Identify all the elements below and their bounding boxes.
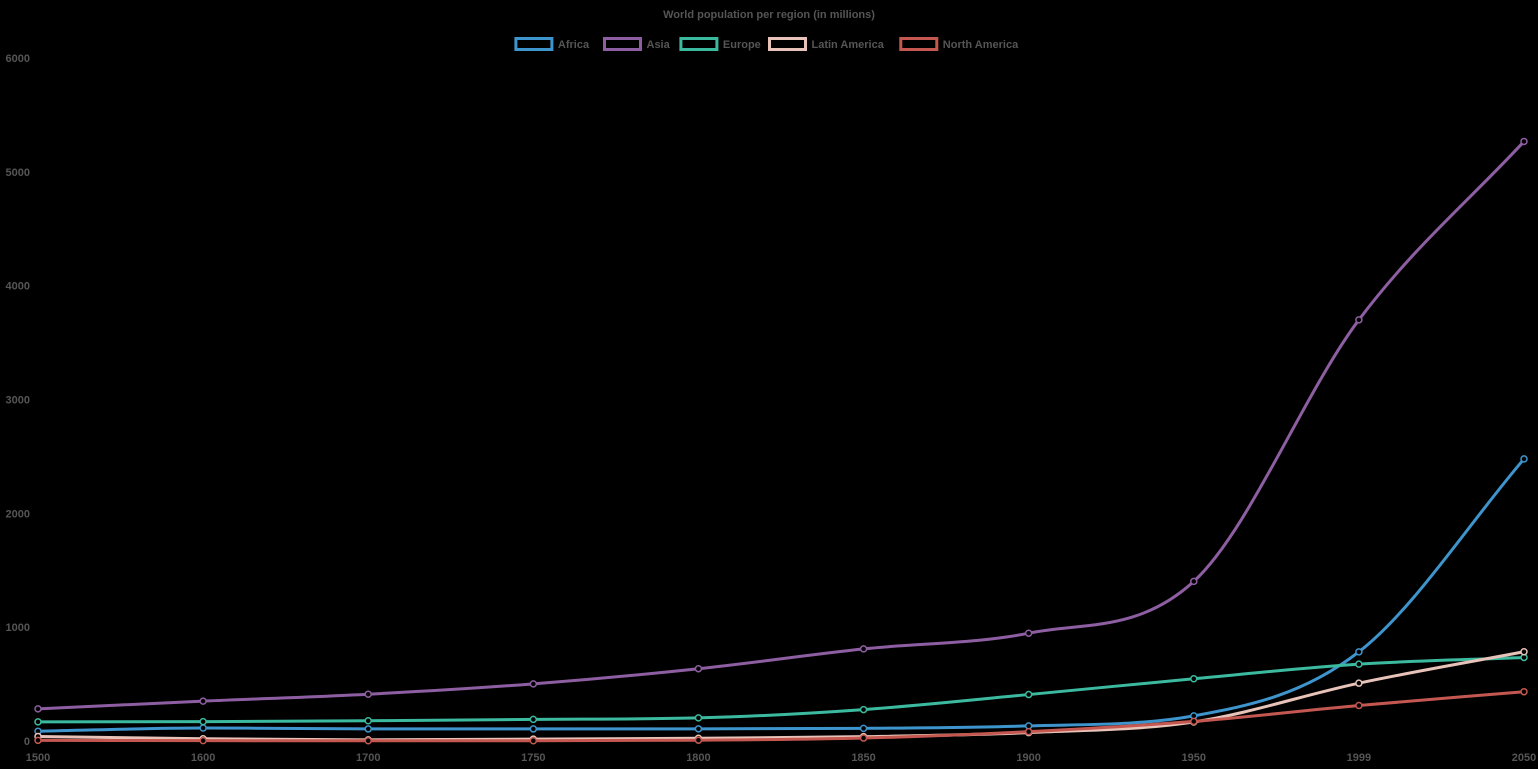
legend-item-north-america[interactable]: North America <box>899 37 1019 52</box>
y-tick-label: 6000 <box>6 53 30 65</box>
data-point-africa[interactable] <box>694 725 703 733</box>
data-point-africa[interactable] <box>364 725 372 733</box>
series-africa <box>34 455 1528 735</box>
x-tick-label: 1800 <box>686 752 710 764</box>
data-point-europe[interactable] <box>859 705 868 714</box>
x-tick-label: 2050 <box>1512 752 1536 764</box>
legend-item-europe[interactable]: Europe <box>679 37 761 52</box>
data-point-asia[interactable] <box>1355 316 1363 324</box>
legend-label-africa: Africa <box>558 39 590 51</box>
series-europe <box>34 653 1528 726</box>
x-tick-label: 1700 <box>356 752 380 764</box>
data-point-asia[interactable] <box>34 705 42 713</box>
legend-swatch-latin-america <box>768 37 807 51</box>
data-point-asia[interactable] <box>1520 137 1528 146</box>
y-tick-label: 2000 <box>6 508 30 520</box>
series-asia <box>34 137 1528 713</box>
data-point-africa[interactable] <box>199 724 207 732</box>
data-point-north-america[interactable] <box>529 737 538 745</box>
data-point-north-america[interactable] <box>1520 687 1528 696</box>
data-point-latin-america[interactable] <box>1355 679 1363 687</box>
data-point-latin-america[interactable] <box>1520 648 1528 656</box>
data-point-north-america[interactable] <box>199 736 207 745</box>
legend-label-north-america: North America <box>943 39 1019 51</box>
x-tick-label: 1900 <box>1016 752 1040 764</box>
data-point-africa[interactable] <box>1355 648 1363 656</box>
data-point-asia[interactable] <box>694 664 703 673</box>
data-point-north-america[interactable] <box>364 737 372 745</box>
data-point-europe[interactable] <box>1024 690 1033 699</box>
data-point-africa[interactable] <box>1520 455 1528 463</box>
x-tick-label: 1999 <box>1347 752 1371 764</box>
data-point-europe[interactable] <box>364 716 372 725</box>
data-point-europe[interactable] <box>529 715 538 724</box>
legend-label-latin-america: Latin America <box>812 39 885 51</box>
series-north-america <box>34 687 1528 745</box>
x-tick-label: 1600 <box>191 752 215 764</box>
legend-swatch-africa <box>514 37 554 51</box>
data-point-north-america[interactable] <box>1355 701 1363 710</box>
data-point-asia[interactable] <box>1024 629 1033 637</box>
series-line-africa <box>36 457 1526 733</box>
y-tick-label: 1000 <box>6 622 30 634</box>
series-line-asia <box>36 139 1526 711</box>
y-tick-label: 3000 <box>6 395 30 407</box>
data-point-europe[interactable] <box>34 718 42 726</box>
x-tick-label: 1500 <box>26 752 50 764</box>
data-point-asia[interactable] <box>1190 577 1198 586</box>
legend-item-africa[interactable]: Africa <box>514 37 590 52</box>
legend-label-asia: Asia <box>647 39 671 51</box>
series-line-europe <box>36 655 1526 724</box>
x-tick-label: 1850 <box>851 752 875 764</box>
y-tick-label: 4000 <box>6 281 30 293</box>
data-point-north-america[interactable] <box>859 734 868 742</box>
data-point-africa[interactable] <box>529 725 538 733</box>
legend: Africa Asia Europe Latin America North Ameri… <box>514 37 1019 52</box>
data-point-north-america[interactable] <box>694 736 703 744</box>
data-point-asia[interactable] <box>529 680 538 688</box>
series-layer <box>34 137 1528 745</box>
data-point-north-america[interactable] <box>34 736 42 745</box>
data-point-north-america[interactable] <box>1024 727 1033 736</box>
y-tick-label: 0 <box>24 736 30 748</box>
data-point-europe[interactable] <box>199 717 207 726</box>
series-line-north-america <box>36 690 1526 743</box>
data-point-europe[interactable] <box>694 714 703 722</box>
series-line-latin-america <box>36 650 1526 742</box>
legend-item-asia[interactable]: Asia <box>603 37 671 52</box>
data-point-asia[interactable] <box>364 690 372 698</box>
data-point-europe[interactable] <box>1355 660 1363 668</box>
legend-label-europe: Europe <box>723 39 761 51</box>
data-point-north-america[interactable] <box>1190 717 1198 726</box>
x-axis: 1500 1600 1700 1750 1800 1850 1900 1950 1999 2050 <box>26 752 1536 764</box>
legend-swatch-north-america <box>899 37 939 51</box>
x-tick-label: 1750 <box>521 752 545 764</box>
data-point-asia[interactable] <box>199 697 207 705</box>
legend-item-latin-america[interactable]: Latin America <box>768 37 885 52</box>
y-axis: 0 1000 2000 3000 4000 5000 6000 <box>6 53 30 748</box>
x-tick-label: 1950 <box>1182 752 1206 764</box>
legend-swatch-europe <box>679 37 719 51</box>
data-point-asia[interactable] <box>859 645 868 653</box>
data-point-africa[interactable] <box>859 724 868 733</box>
data-point-europe[interactable] <box>1190 674 1198 683</box>
y-tick-label: 5000 <box>6 167 30 179</box>
chart-title: World population per region (in millions… <box>663 9 875 21</box>
legend-swatch-asia <box>603 37 642 51</box>
